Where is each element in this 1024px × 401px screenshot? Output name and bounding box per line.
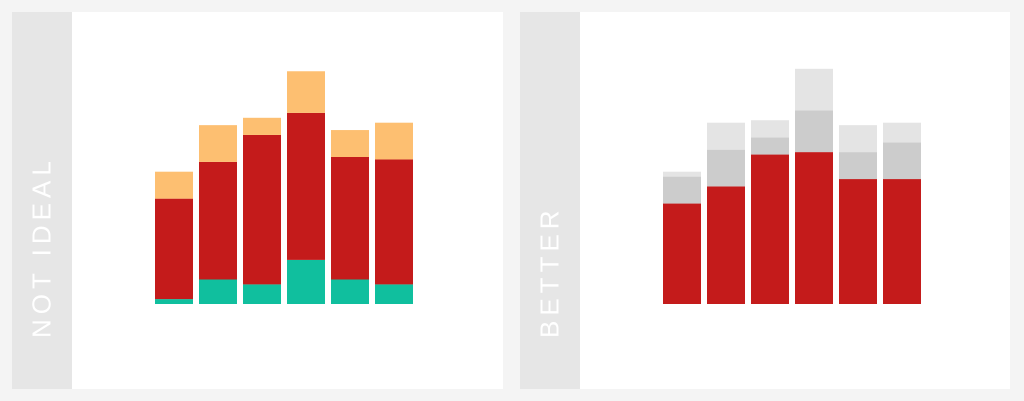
not-ideal-bar-6-segment-3 (375, 122, 413, 160)
better-bar-3-segment-2 (751, 137, 789, 155)
not-ideal-bar-3-segment-2 (243, 134, 281, 285)
better-label-strip: BETTER (520, 12, 580, 389)
better-stacked-bar-chart (663, 68, 921, 304)
better-bar-5-segment-1 (839, 179, 877, 304)
not-ideal-bar-5-segment-1 (331, 279, 369, 304)
better-bar-2-segment-3 (707, 122, 745, 150)
not-ideal-bar-2-segment-3 (199, 125, 237, 162)
not-ideal-label: NOT IDEAL (26, 156, 57, 338)
not-ideal-label-strip: NOT IDEAL (12, 12, 72, 389)
better-bar-1-segment-2 (663, 176, 701, 204)
better-bar-6-segment-1 (883, 179, 921, 304)
not-ideal-bar-3-segment-3 (243, 117, 281, 135)
not-ideal-bar-5-segment-2 (331, 157, 369, 280)
better-panel: BETTER (520, 12, 1010, 389)
not-ideal-bar-1-segment-3 (155, 171, 193, 199)
not-ideal-bar-5-segment-3 (331, 130, 369, 157)
better-bar-2-segment-2 (707, 149, 745, 187)
better-bar-6-segment-3 (883, 122, 921, 143)
better-bar-1-segment-3 (663, 171, 701, 177)
not-ideal-panel: NOT IDEAL (12, 12, 503, 389)
better-bar-6-segment-2 (883, 142, 921, 180)
not-ideal-stacked-bar-chart (155, 71, 413, 304)
better-label: BETTER (534, 205, 565, 338)
better-bar-3-segment-3 (751, 120, 789, 138)
not-ideal-bar-1-segment-2 (155, 198, 193, 300)
better-bar-2-segment-1 (707, 186, 745, 304)
not-ideal-bar-6-segment-2 (375, 159, 413, 285)
better-bar-3-segment-1 (751, 154, 789, 304)
better-bar-5-segment-2 (839, 152, 877, 180)
not-ideal-bar-6-segment-1 (375, 284, 413, 304)
not-ideal-bar-4-segment-3 (287, 71, 325, 113)
not-ideal-bar-2-segment-1 (199, 279, 237, 304)
not-ideal-bar-2-segment-2 (199, 161, 237, 280)
not-ideal-bar-1-segment-1 (155, 299, 193, 304)
better-bar-5-segment-3 (839, 125, 877, 153)
not-ideal-bar-3-segment-1 (243, 284, 281, 304)
not-ideal-bar-4-segment-2 (287, 112, 325, 260)
better-bar-4-segment-2 (795, 110, 833, 153)
better-bar-4-segment-1 (795, 152, 833, 304)
better-bar-1-segment-1 (663, 203, 701, 304)
not-ideal-bar-4-segment-1 (287, 259, 325, 304)
better-bar-4-segment-3 (795, 68, 833, 111)
